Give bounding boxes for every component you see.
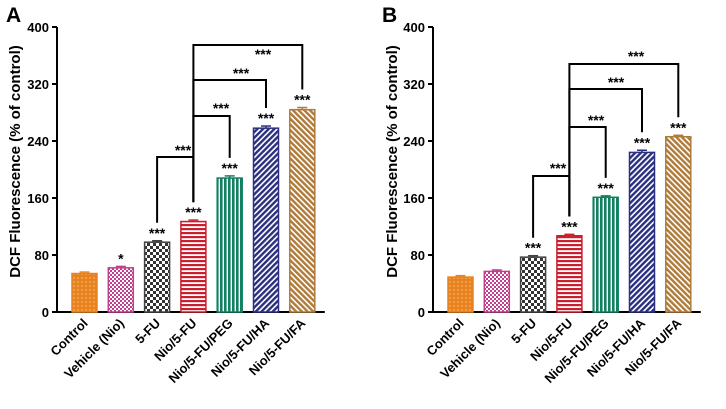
significance-label: *** xyxy=(634,134,651,150)
comparison-label: *** xyxy=(608,74,625,90)
bar-7 xyxy=(289,108,316,313)
comparison-label: *** xyxy=(550,160,567,176)
y-tick-label: 240 xyxy=(403,134,425,149)
bar-1 xyxy=(71,272,98,313)
bar-3 xyxy=(519,256,547,313)
significance-label: *** xyxy=(598,180,615,196)
y-tick-label: 160 xyxy=(27,191,49,206)
y-tick-label: 0 xyxy=(42,305,49,320)
significance-label: *** xyxy=(561,218,578,234)
bar-5 xyxy=(216,177,243,313)
y-tick-label: 80 xyxy=(411,248,425,263)
significance-label: *** xyxy=(525,240,542,256)
significance-label: * xyxy=(118,250,124,266)
comparison-bracket xyxy=(192,44,304,203)
comparison-label: *** xyxy=(255,46,272,62)
x-tick-label: 5-FU xyxy=(508,316,539,347)
significance-label: *** xyxy=(294,92,311,108)
bar-4 xyxy=(180,220,207,313)
significance-label: *** xyxy=(258,110,275,126)
y-tick-label: 320 xyxy=(403,77,425,92)
bar-6 xyxy=(628,151,656,313)
significance-label: *** xyxy=(149,225,166,241)
comparison-bracket xyxy=(568,63,680,217)
bar-1 xyxy=(447,276,474,313)
chart-panel-b: B DCF Fluorescence (% of control) 0 80 160 24… xyxy=(382,4,701,386)
y-axis-label: DCF Fluorescence (% of control) xyxy=(384,45,401,278)
panel-label: B xyxy=(382,4,397,27)
y-tick-label: 0 xyxy=(418,305,425,320)
panel-label: A xyxy=(6,4,21,27)
y-tick-label: 160 xyxy=(403,191,425,206)
bar-7 xyxy=(665,135,692,313)
comparison-label: *** xyxy=(213,100,230,116)
comparison-label: *** xyxy=(628,48,645,64)
y-axis-label: DCF Fluorescence (% of control) xyxy=(7,45,24,278)
x-tick-label: 5-FU xyxy=(132,316,163,347)
bar-6 xyxy=(252,127,280,313)
significance-label: *** xyxy=(185,204,202,220)
y-tick-label: 80 xyxy=(35,248,49,263)
y-tick-label: 400 xyxy=(27,20,49,35)
bar-2 xyxy=(483,270,511,313)
bar-3 xyxy=(143,241,171,313)
bar-5 xyxy=(592,196,619,313)
bar-4 xyxy=(556,235,583,313)
bar-2 xyxy=(107,267,135,313)
comparison-label: *** xyxy=(233,65,250,81)
y-tick-label: 400 xyxy=(403,20,425,35)
y-tick-label: 320 xyxy=(27,77,49,92)
y-tick-label: 240 xyxy=(27,134,49,149)
chart-panel-a: A DCF Fluorescence (% of control) 0 80 160 24… xyxy=(6,4,325,386)
significance-label: *** xyxy=(670,119,687,135)
significance-label: *** xyxy=(222,160,239,176)
comparison-label: *** xyxy=(588,112,605,128)
comparison-label: *** xyxy=(175,142,192,158)
